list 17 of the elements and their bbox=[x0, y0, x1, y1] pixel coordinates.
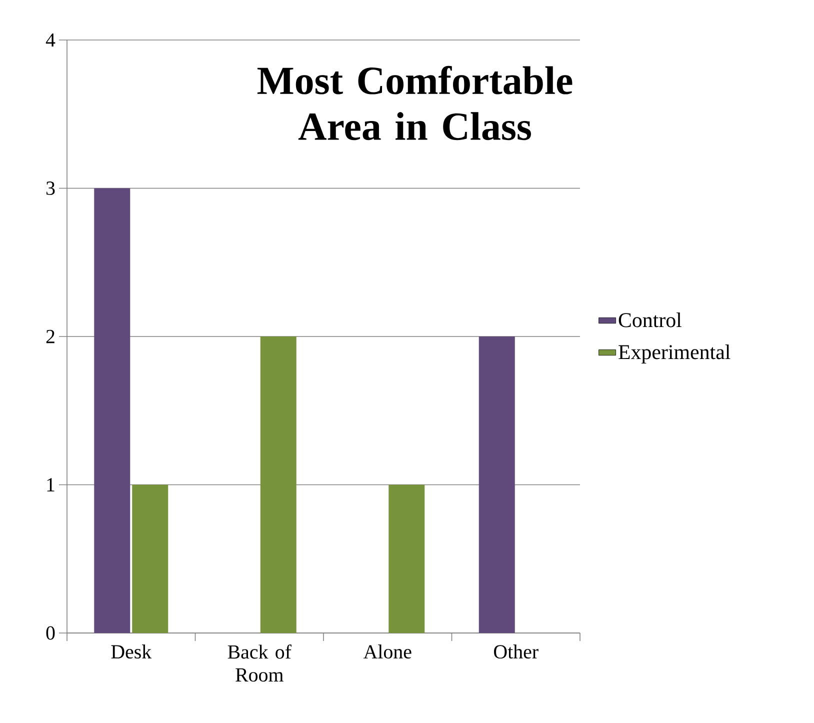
text: Most Comfortable Area in Class bbox=[257, 66, 572, 140]
bar bbox=[388, 484, 425, 633]
x-tick-label: Back of Room bbox=[228, 644, 292, 682]
bar bbox=[260, 336, 296, 633]
y-tick-label: 3 bbox=[46, 182, 55, 195]
bar bbox=[478, 336, 515, 633]
legend-label: Experimental bbox=[618, 344, 730, 364]
y-tick-label: 1 bbox=[47, 478, 54, 492]
y-tick-label: 0 bbox=[46, 626, 55, 640]
x-tick-label: Alone bbox=[363, 644, 412, 659]
y-tick-label: 2 bbox=[46, 330, 54, 344]
bar bbox=[94, 188, 130, 633]
y-tick-label: 4 bbox=[46, 33, 56, 47]
legend-label: Control bbox=[618, 312, 682, 328]
x-tick-label: Desk bbox=[111, 644, 152, 659]
x-tick-label: Other bbox=[494, 644, 538, 659]
bar bbox=[132, 484, 168, 633]
